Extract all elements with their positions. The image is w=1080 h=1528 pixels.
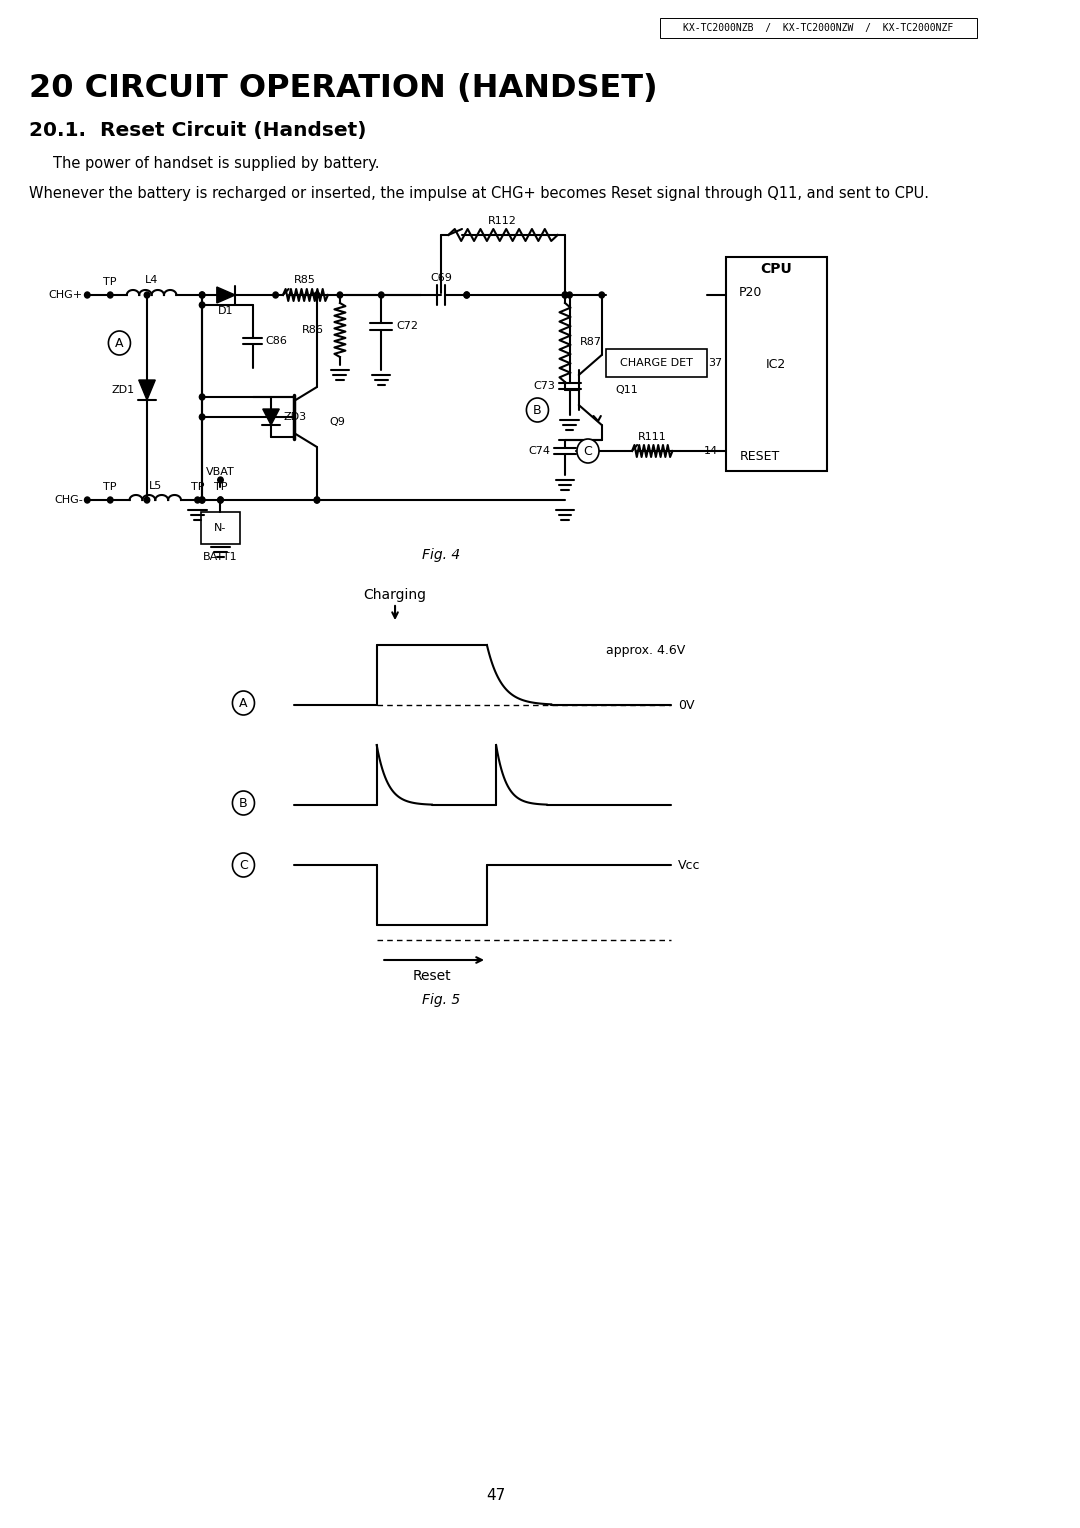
Bar bbox=[660, 18, 976, 38]
Circle shape bbox=[464, 292, 470, 298]
Text: TP: TP bbox=[104, 481, 117, 492]
Text: C74: C74 bbox=[528, 446, 551, 455]
Text: 14: 14 bbox=[704, 446, 718, 455]
Text: C72: C72 bbox=[396, 321, 418, 332]
Text: C86: C86 bbox=[266, 336, 287, 345]
Text: N-: N- bbox=[214, 523, 227, 533]
Text: P20: P20 bbox=[739, 286, 762, 298]
Text: BATT1: BATT1 bbox=[203, 552, 238, 562]
Text: CHG-: CHG- bbox=[54, 495, 83, 504]
Text: CPU: CPU bbox=[760, 261, 792, 277]
Circle shape bbox=[218, 497, 224, 503]
Circle shape bbox=[273, 292, 279, 298]
Text: CHARGE DET: CHARGE DET bbox=[620, 358, 693, 368]
Text: Charging: Charging bbox=[364, 588, 427, 602]
Circle shape bbox=[200, 394, 205, 400]
Text: KX-TC2000NZB  /  KX-TC2000NZW  /  KX-TC2000NZF: KX-TC2000NZB / KX-TC2000NZW / KX-TC2000N… bbox=[683, 23, 953, 34]
Text: 20.1.  Reset Circuit (Handset): 20.1. Reset Circuit (Handset) bbox=[29, 121, 367, 139]
Text: R87: R87 bbox=[580, 338, 602, 347]
Bar bbox=[606, 348, 707, 377]
Circle shape bbox=[567, 292, 572, 298]
Text: TP: TP bbox=[191, 481, 204, 492]
Circle shape bbox=[378, 292, 384, 298]
Text: ZD3: ZD3 bbox=[284, 413, 307, 422]
Circle shape bbox=[84, 292, 90, 298]
Text: R112: R112 bbox=[488, 215, 517, 226]
Polygon shape bbox=[262, 410, 280, 425]
Circle shape bbox=[232, 792, 255, 814]
Text: L4: L4 bbox=[145, 275, 159, 286]
Circle shape bbox=[145, 292, 150, 298]
Circle shape bbox=[200, 292, 205, 298]
Text: C: C bbox=[583, 445, 592, 457]
Text: C69: C69 bbox=[430, 274, 451, 283]
Text: D1: D1 bbox=[218, 306, 233, 316]
Text: C: C bbox=[239, 859, 247, 871]
Text: Whenever the battery is recharged or inserted, the impulse at CHG+ becomes Reset: Whenever the battery is recharged or ins… bbox=[29, 185, 930, 200]
Bar bbox=[726, 257, 827, 471]
Polygon shape bbox=[138, 380, 156, 400]
Text: IC2: IC2 bbox=[766, 358, 786, 370]
Text: Fig. 5: Fig. 5 bbox=[422, 993, 460, 1007]
Text: C73: C73 bbox=[534, 380, 555, 391]
Circle shape bbox=[526, 397, 549, 422]
Circle shape bbox=[200, 292, 205, 298]
Text: R111: R111 bbox=[638, 432, 666, 442]
Text: approx. 4.6V: approx. 4.6V bbox=[606, 643, 686, 657]
Circle shape bbox=[563, 292, 568, 298]
Circle shape bbox=[200, 303, 205, 309]
Text: R85: R85 bbox=[294, 275, 316, 286]
Text: B: B bbox=[239, 796, 247, 810]
Circle shape bbox=[314, 497, 320, 503]
Circle shape bbox=[314, 292, 320, 298]
Circle shape bbox=[464, 292, 470, 298]
Text: 20 CIRCUIT OPERATION (HANDSET): 20 CIRCUIT OPERATION (HANDSET) bbox=[29, 72, 658, 104]
Circle shape bbox=[577, 439, 599, 463]
Text: ZD1: ZD1 bbox=[111, 385, 134, 396]
Circle shape bbox=[232, 691, 255, 715]
Text: Q11: Q11 bbox=[616, 385, 638, 396]
Circle shape bbox=[194, 497, 200, 503]
Circle shape bbox=[337, 292, 342, 298]
Polygon shape bbox=[217, 287, 235, 303]
Text: RESET: RESET bbox=[740, 449, 780, 463]
Text: The power of handset is supplied by battery.: The power of handset is supplied by batt… bbox=[53, 156, 380, 171]
Circle shape bbox=[599, 292, 605, 298]
Circle shape bbox=[200, 414, 205, 420]
Text: TP: TP bbox=[214, 481, 227, 492]
Circle shape bbox=[218, 477, 224, 483]
Text: Fig. 4: Fig. 4 bbox=[422, 549, 460, 562]
Text: Vcc: Vcc bbox=[678, 859, 701, 871]
Text: 47: 47 bbox=[486, 1487, 505, 1502]
Circle shape bbox=[232, 853, 255, 877]
Text: A: A bbox=[116, 336, 124, 350]
Circle shape bbox=[563, 292, 568, 298]
Circle shape bbox=[108, 292, 113, 298]
Circle shape bbox=[145, 497, 150, 503]
Circle shape bbox=[218, 497, 224, 503]
Text: CHG+: CHG+ bbox=[49, 290, 83, 299]
Text: B: B bbox=[534, 403, 542, 417]
Circle shape bbox=[200, 497, 205, 503]
Text: L5: L5 bbox=[149, 481, 162, 490]
Text: Reset: Reset bbox=[413, 969, 451, 983]
Circle shape bbox=[84, 497, 90, 503]
Text: VBAT: VBAT bbox=[206, 468, 234, 477]
Text: 37: 37 bbox=[707, 358, 721, 368]
Circle shape bbox=[200, 497, 205, 503]
Text: Q9: Q9 bbox=[329, 417, 346, 426]
Circle shape bbox=[108, 332, 131, 354]
Bar bbox=[201, 512, 240, 544]
Text: 0V: 0V bbox=[678, 698, 694, 712]
Text: TP: TP bbox=[104, 277, 117, 287]
Circle shape bbox=[108, 497, 113, 503]
Text: A: A bbox=[239, 697, 247, 709]
Circle shape bbox=[314, 497, 320, 503]
Text: R86: R86 bbox=[301, 325, 323, 335]
